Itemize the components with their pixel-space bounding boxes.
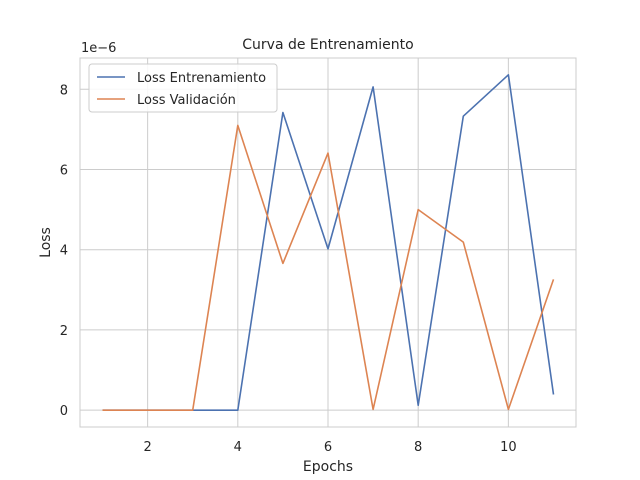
x-tick-label: 8 bbox=[414, 440, 422, 455]
y-axis-label: Loss bbox=[38, 227, 54, 258]
y-tick-label: 8 bbox=[60, 83, 68, 98]
x-tick-label: 4 bbox=[234, 440, 242, 455]
x-tick-label: 2 bbox=[143, 440, 151, 455]
x-tick-labels: 2 4 6 8 10 bbox=[143, 440, 516, 455]
y-tick-label: 4 bbox=[60, 244, 68, 259]
y-axis-offset-text: 1e−6 bbox=[81, 41, 116, 56]
series-line-2 bbox=[102, 124, 555, 412]
legend-label: Loss Entrenamiento bbox=[137, 71, 266, 86]
y-tick-label: 2 bbox=[60, 324, 68, 339]
x-tick-label: 6 bbox=[324, 440, 332, 455]
legend: Loss Entrenamiento Loss Validación bbox=[88, 63, 278, 113]
chart-title: Curva de Entrenamiento bbox=[242, 37, 413, 53]
y-tick-label: 0 bbox=[60, 404, 68, 419]
x-tick-label: 10 bbox=[500, 440, 517, 455]
plot-area-frame bbox=[79, 57, 577, 428]
series-lines bbox=[102, 74, 555, 412]
x-axis-label: Epochs bbox=[303, 459, 353, 475]
y-tick-labels: 0 2 4 6 8 bbox=[60, 83, 68, 419]
legend-box bbox=[88, 63, 278, 113]
y-tick-label: 6 bbox=[60, 164, 68, 179]
legend-label: Loss Validación bbox=[137, 93, 236, 108]
